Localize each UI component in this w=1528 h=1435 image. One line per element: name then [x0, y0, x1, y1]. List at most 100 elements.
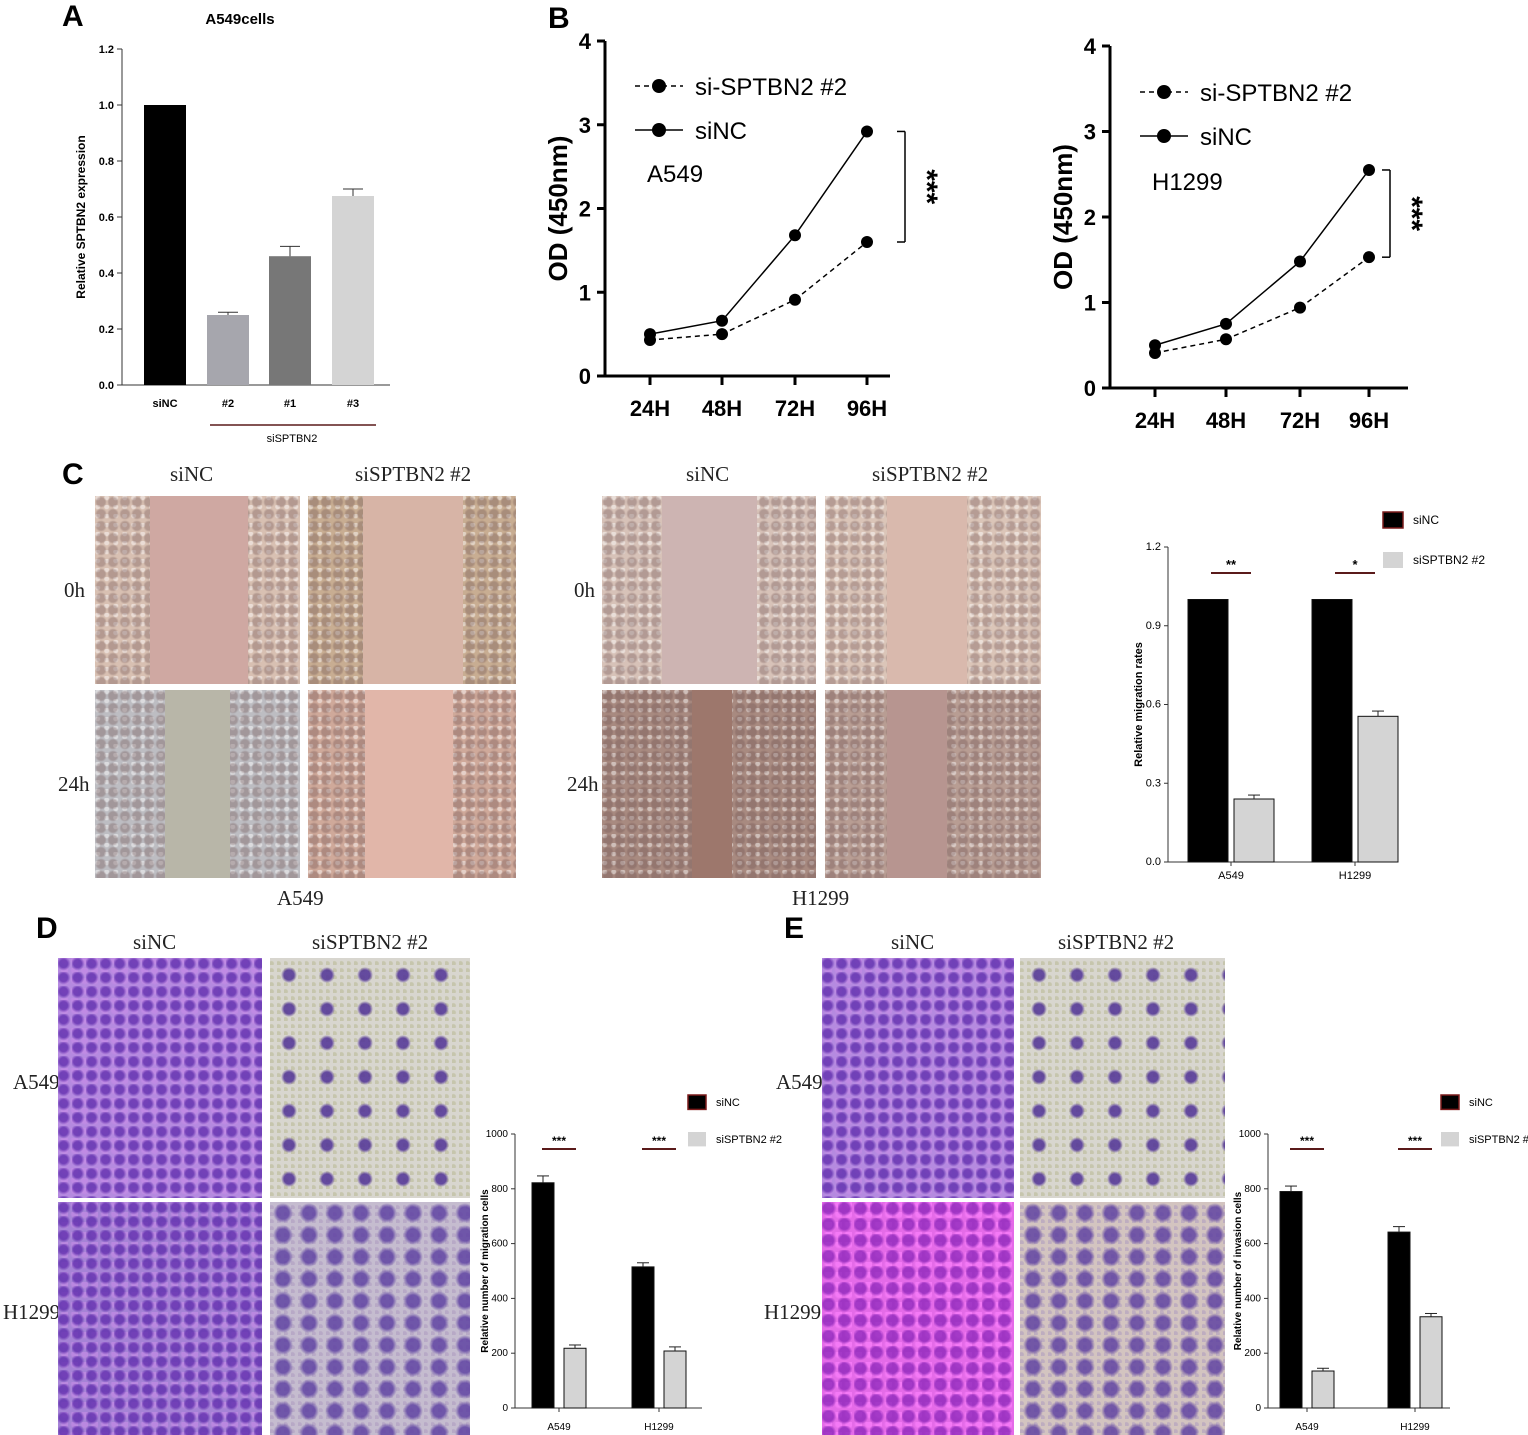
- micrograph-e-a549-sinc: [822, 958, 1014, 1198]
- data-point: [789, 293, 801, 306]
- ytick-label: 0: [579, 364, 591, 389]
- e-row-label-h1299: H1299: [764, 1300, 822, 1324]
- chart-b1-line: 0 1 2 3 4 24H 48H 72H 96H OD (450nm) si-SPTBN2 #2 s…: [545, 29, 943, 421]
- bar: [1419, 1316, 1443, 1409]
- data-point: [1149, 339, 1161, 352]
- micrograph-h1299-sisptbn2-24h: [825, 690, 1041, 878]
- micrograph-a549-sinc-24h: [95, 690, 300, 878]
- c-row-label-24h-a549: 24h: [58, 772, 90, 796]
- significance-stars: ***: [1300, 1134, 1314, 1148]
- chart-a-group-label: siSPTBN2: [267, 433, 318, 445]
- micrograph-h1299-sinc-0h: [602, 496, 816, 684]
- c-col-header-sisptbn2-a549: siSPTBN2 #2: [355, 462, 472, 486]
- micrograph-e-a549-sisptbn2: [1020, 958, 1225, 1198]
- bar: [1357, 715, 1399, 863]
- chart-c-bar: 0.0 0.3 0.6 0.9 1.2 Relative migration rates A…: [1133, 511, 1485, 882]
- bar: [1233, 798, 1275, 863]
- ytick-label: 0: [1255, 1403, 1261, 1414]
- panel-label-c: C: [62, 458, 84, 491]
- significance-stars: ***: [652, 1134, 666, 1148]
- c-col-header-sinc-h1299: siNC: [686, 462, 730, 486]
- legend-label: siNC: [1469, 1097, 1493, 1109]
- xtick-label: A549: [1218, 870, 1244, 882]
- legend-label: siSPTBN2 #2: [716, 1134, 782, 1146]
- legend-label: siNC: [716, 1097, 740, 1109]
- bar: [663, 1350, 687, 1409]
- xtick-label: 24H: [1135, 408, 1175, 433]
- ylabel: OD (450nm): [545, 136, 573, 282]
- ytick-label: 800: [1244, 1184, 1261, 1195]
- data-point: [1220, 317, 1232, 330]
- chart-a-ytick-label: 1.0: [99, 100, 114, 112]
- d-col-header-sinc: siNC: [133, 930, 177, 954]
- chart-b2-line: 0 1 2 3 4 24H 48H 72H 96H OD (450nm) si-SPTBN2 #2 s…: [1050, 34, 1428, 433]
- legend-marker: [1157, 85, 1171, 99]
- ytick-label: 0.3: [1146, 777, 1161, 789]
- legend-marker: [1157, 129, 1171, 143]
- data-point: [789, 229, 801, 242]
- chart-a-xtick-label: #3: [347, 398, 359, 410]
- significance-stars: *: [1352, 557, 1358, 572]
- significance-stars: ***: [1395, 196, 1428, 231]
- annotation-label: A549: [647, 161, 703, 188]
- legend-label: siSPTBN2 #2: [1413, 553, 1485, 567]
- series-line: [649, 131, 868, 335]
- micrograph-e-h1299-sisptbn2: [1020, 1202, 1225, 1435]
- chart-a-ytick-label: 0.8: [99, 156, 114, 168]
- ylabel: OD (450nm): [1050, 144, 1078, 290]
- ylabel: Relative number of migration cells: [480, 1189, 491, 1353]
- bar: [1387, 1231, 1411, 1409]
- chart-d-bar: 0 200 400 600 800 1000 Relative number of migr…: [480, 1094, 782, 1433]
- significance-stars: ***: [1408, 1134, 1422, 1148]
- c-col-header-sisptbn2-h1299: siSPTBN2 #2: [872, 462, 989, 486]
- chart-a-bar: [332, 196, 374, 385]
- chart-a-ytick-label: 1.2: [99, 44, 114, 56]
- legend-label: siNC: [1413, 513, 1439, 527]
- data-point: [716, 314, 728, 327]
- panel-label-e: E: [784, 912, 805, 945]
- micrograph-a549-sisptbn2-24h: [308, 690, 516, 878]
- micrograph-d-h1299-sinc: [58, 1202, 262, 1435]
- ytick-label: 2: [579, 197, 591, 222]
- xtick-label: H1299: [644, 1422, 674, 1433]
- ytick-label: 4: [1084, 34, 1097, 59]
- ytick-label: 1: [1084, 291, 1096, 316]
- chart-a-xtick-label: #2: [222, 398, 234, 410]
- chart-a-ylabel: Relative SPTBN2 expression: [74, 135, 88, 298]
- ytick-label: 3: [579, 113, 591, 138]
- micrograph-h1299-sinc-24h: [602, 690, 816, 878]
- c-cellline-h1299: H1299: [792, 886, 850, 910]
- xtick-label: H1299: [1400, 1422, 1430, 1433]
- ytick-label: 0: [1084, 376, 1096, 401]
- legend-label: si-SPTBN2 #2: [695, 74, 847, 101]
- legend-swatch: [1382, 511, 1404, 529]
- micrograph-d-a549-sinc: [58, 958, 262, 1198]
- c-row-label-24h-h1299: 24h: [567, 772, 599, 796]
- ytick-label: 200: [491, 1348, 508, 1359]
- panel-label-d: D: [36, 912, 58, 945]
- panel-label-b: B: [548, 2, 570, 35]
- legend-label: siSPTBN2 #2: [1469, 1134, 1528, 1146]
- data-point: [861, 236, 873, 248]
- chart-e-bar: 0 200 400 600 800 1000 Relative number of inva…: [1233, 1094, 1528, 1433]
- chart-a-bar: [144, 105, 186, 385]
- chart-a-xtick-label: siNC: [152, 398, 177, 410]
- data-point: [1363, 163, 1375, 176]
- ylabel: Relative migration rates: [1133, 642, 1145, 767]
- d-row-label-a549: A549: [13, 1070, 60, 1094]
- chart-a-title: A549cells: [205, 11, 274, 28]
- xtick-label: 48H: [702, 396, 742, 421]
- data-point: [1294, 255, 1306, 268]
- d-col-header-sisptbn2: siSPTBN2 #2: [312, 930, 429, 954]
- legend-swatch: [687, 1094, 707, 1111]
- data-point: [716, 328, 728, 341]
- bar: [1187, 599, 1229, 863]
- chart-a-bar: A549cells 0.0 0.2 0.4 0.6 0.8 1.0 1.2 Relative S…: [74, 11, 390, 445]
- xtick-label: A549: [547, 1422, 571, 1433]
- ytick-label: 0.9: [1146, 620, 1161, 632]
- bar: [563, 1347, 587, 1409]
- ytick-label: 0.6: [1146, 699, 1161, 711]
- legend-label: si-SPTBN2 #2: [1200, 80, 1352, 107]
- chart-a-ytick-label: 0.0: [99, 380, 114, 392]
- xtick-label: 72H: [775, 396, 815, 421]
